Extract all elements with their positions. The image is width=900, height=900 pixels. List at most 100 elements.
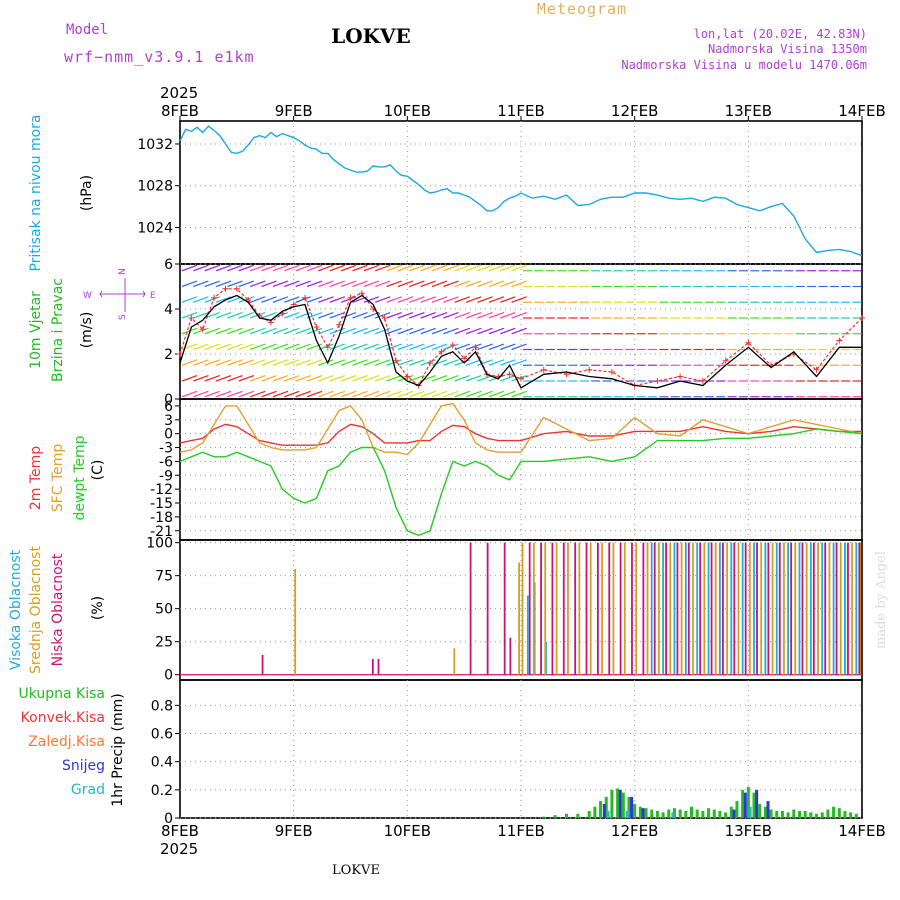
wind-barb	[500, 327, 516, 335]
wind-barb	[397, 374, 414, 382]
precip-ytick-label: 0.4	[151, 755, 173, 771]
wind-barb	[477, 264, 493, 272]
wind-barb	[193, 296, 209, 303]
wind-barb	[465, 280, 482, 288]
wind-barb	[329, 311, 346, 319]
wind-barb	[227, 264, 243, 272]
wind-barb	[249, 359, 266, 366]
wind-barb	[306, 327, 323, 335]
footer-location: LOKVE	[332, 863, 380, 878]
wind-barb	[284, 296, 300, 303]
wind-barb	[431, 280, 448, 288]
wind-barb	[340, 280, 357, 288]
wind-barb	[511, 359, 527, 366]
wind-barb	[193, 311, 209, 319]
wind-barb	[500, 264, 516, 272]
wind-barb	[181, 264, 198, 272]
wind-barb	[340, 374, 357, 382]
wind-speed-line	[179, 294, 862, 389]
wind-barb	[488, 280, 505, 288]
wind-gust-marker	[506, 371, 513, 378]
precip-bar	[553, 815, 557, 818]
clouds-ytick-label: 75	[155, 569, 173, 585]
clouds-ytick-label: 100	[146, 536, 173, 552]
wind-gust-marker	[381, 315, 388, 321]
model-label: Model	[66, 22, 108, 38]
wind-barb	[318, 390, 334, 398]
precip-bar	[743, 792, 747, 818]
wind-barb	[454, 296, 471, 303]
wind-gust-marker	[222, 285, 229, 292]
wind-barb	[272, 374, 289, 382]
wind-barb	[261, 390, 277, 398]
wind-barb	[181, 390, 198, 398]
clouds-ytick-label: 0	[164, 668, 173, 684]
wind-barb	[340, 311, 357, 319]
wind-label: 10m Vjetar	[28, 291, 44, 369]
wind-barb	[306, 343, 323, 351]
wind-barb	[511, 311, 527, 319]
compass-cross	[99, 278, 146, 312]
temperature-ytick-label: -6	[159, 454, 173, 470]
wind-label-2: Brzina i Pravac	[50, 278, 66, 382]
wind-barb	[215, 264, 232, 272]
wind-gust-marker	[188, 315, 195, 321]
wind-barb	[318, 311, 334, 319]
wind-barb	[386, 327, 402, 335]
wind-ytick-label: 2	[164, 347, 173, 363]
pressure-ytick-label: 1024	[137, 220, 173, 236]
wind-barb	[465, 359, 482, 366]
wind-barb	[363, 374, 380, 382]
panels: 8FEB 9FEB 10FEB 11FEB 12FEB 13FEB 14FEB 8FEB 9FE…	[137, 102, 885, 840]
wind-barb	[193, 327, 209, 335]
year-top: 2025	[160, 84, 198, 102]
wind-barb	[215, 327, 232, 335]
wind-barb	[329, 296, 346, 303]
wind-barb	[261, 311, 277, 319]
wind-barb	[181, 280, 198, 288]
wind-barb	[181, 374, 198, 382]
wind-barb	[204, 390, 220, 398]
wind-barb	[443, 390, 459, 398]
wind-barb	[397, 311, 414, 319]
wind-barb	[477, 280, 493, 288]
precip-bar	[792, 809, 796, 818]
precip-ytick-label: 0.8	[151, 698, 173, 714]
wind-barb	[443, 343, 459, 351]
wind-gust-marker	[392, 357, 399, 364]
wind-barb	[454, 390, 471, 398]
xtick-label-top: 13FEB	[725, 102, 772, 120]
wind-barb	[352, 390, 368, 398]
wind-barb	[261, 264, 277, 272]
wind-barb	[340, 264, 357, 272]
altitude-text: Nadmorska Visina 1350m	[708, 42, 867, 56]
wind-barb	[409, 296, 425, 303]
wind-gust-marker	[540, 366, 547, 373]
wind-barb	[272, 359, 289, 366]
wind-barb	[318, 327, 334, 335]
precip-bar	[678, 809, 682, 818]
temperature-ytick-label: -12	[150, 482, 173, 498]
wind-barb	[443, 359, 459, 366]
wind-barb	[352, 311, 368, 319]
wind-barb	[329, 327, 346, 335]
xtick-label-top: 8FEB	[161, 102, 199, 120]
xtick-label-top: 12FEB	[611, 102, 658, 120]
wind-barb	[204, 327, 220, 335]
precip-bar	[724, 812, 728, 818]
wind-barb	[454, 343, 471, 351]
precip-bar	[837, 808, 841, 818]
precip-bar	[606, 810, 610, 818]
wind-barb	[375, 264, 391, 272]
wind-gust-marker	[722, 357, 729, 364]
precip-bar	[701, 810, 705, 818]
wind-barb	[386, 264, 402, 272]
wind-barb	[318, 374, 334, 382]
wind-gust-marker	[404, 373, 411, 380]
xtick-label-top: 9FEB	[275, 102, 313, 120]
wind-barb	[204, 280, 220, 288]
wind-barb	[215, 311, 232, 319]
wind-barb	[295, 374, 311, 382]
wind-unit-label: (m/s)	[79, 312, 95, 349]
